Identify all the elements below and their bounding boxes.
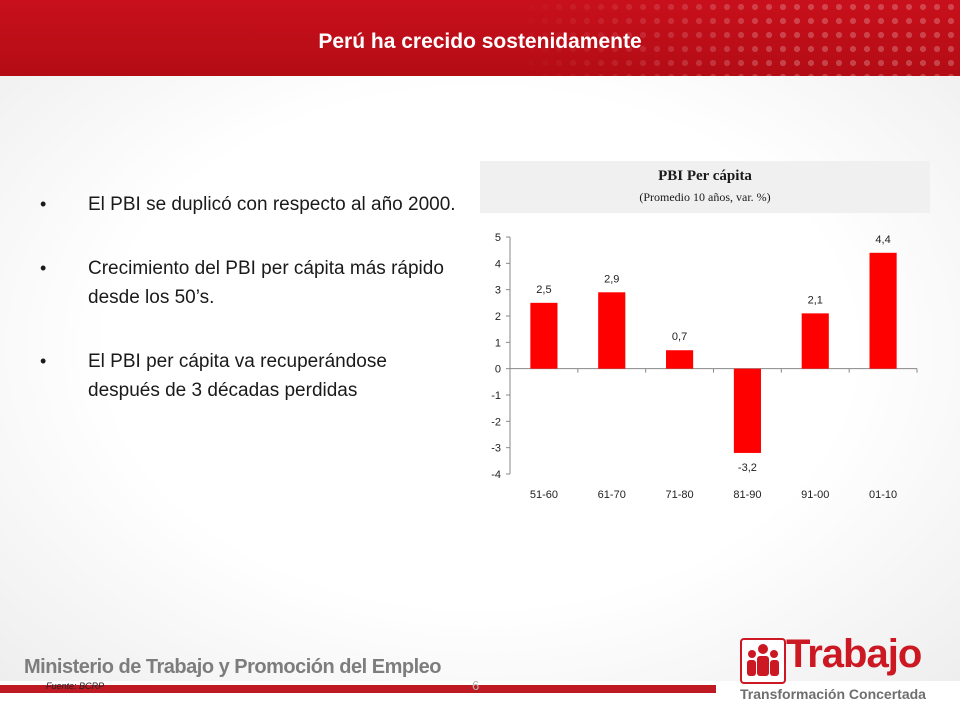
data-label: 2,1: [808, 294, 823, 306]
people-logo-icon: [740, 638, 786, 684]
y-tick-label: 1: [495, 337, 501, 349]
y-tick-label: 3: [495, 285, 501, 297]
logo-brand: Trabajo: [786, 632, 922, 676]
y-tick-label: -3: [491, 443, 501, 455]
y-tick-label: -1: [491, 390, 501, 402]
y-tick-label: -4: [491, 469, 501, 481]
bullet-list: El PBI se duplicó con respecto al año 20…: [40, 190, 460, 440]
y-tick-label: -2: [491, 416, 501, 428]
bullet-item: Crecimiento del PBI per cápita más rápid…: [40, 254, 460, 312]
slide-header: Perú ha crecido sostenidamente: [0, 0, 960, 76]
data-label: -3,2: [738, 462, 757, 474]
slide-title: Perú ha crecido sostenidamente: [318, 30, 642, 53]
bullet-item: El PBI se duplicó con respecto al año 20…: [40, 190, 460, 219]
y-tick-label: 5: [495, 232, 501, 244]
x-tick-label: 51-60: [530, 489, 558, 501]
y-tick-label: 4: [495, 258, 501, 270]
y-tick-label: 2: [495, 311, 501, 323]
bar: [530, 302, 558, 369]
x-tick-label: 71-80: [666, 489, 694, 501]
ministry-name: Ministerio de Trabajo y Promoción del Em…: [24, 656, 441, 678]
logo-tagline: Transformación Concertada: [740, 686, 926, 702]
bar-chart: -4 -3 -2 -1 0 1 2 3 4 5 2,5 51-60 2,9 61-70 0,7 71-80 -3…: [491, 232, 918, 501]
bullet-item: El PBI per cápita va recuperándose despu…: [40, 347, 460, 405]
bar: [733, 368, 761, 453]
data-label: 0,7: [672, 331, 687, 343]
bar: [801, 313, 829, 369]
page-number: 6: [472, 678, 480, 693]
chart-header: PBI Per cápita (Promedio 10 años, var. %…: [480, 161, 930, 213]
chart-subtitle: (Promedio 10 años, var. %): [639, 190, 771, 204]
chart-title: PBI Per cápita: [658, 168, 752, 184]
trabajo-logo: Trabajo Transformación Concertada: [736, 632, 932, 708]
x-tick-label: 61-70: [598, 489, 626, 501]
data-label: 4,4: [875, 234, 890, 246]
bar: [869, 252, 897, 369]
x-tick-label: 01-10: [869, 489, 897, 501]
header-dot-pattern: [510, 0, 960, 76]
footer-divider: [0, 685, 716, 693]
bar: [666, 350, 694, 369]
source-note: Fuente: BCRP: [46, 681, 105, 691]
data-label: 2,9: [604, 273, 619, 285]
y-tick-label: 0: [495, 364, 501, 376]
x-tick-label: 91-00: [801, 489, 829, 501]
bar: [598, 292, 626, 369]
data-label: 2,5: [536, 284, 551, 296]
x-tick-label: 81-90: [733, 489, 761, 501]
